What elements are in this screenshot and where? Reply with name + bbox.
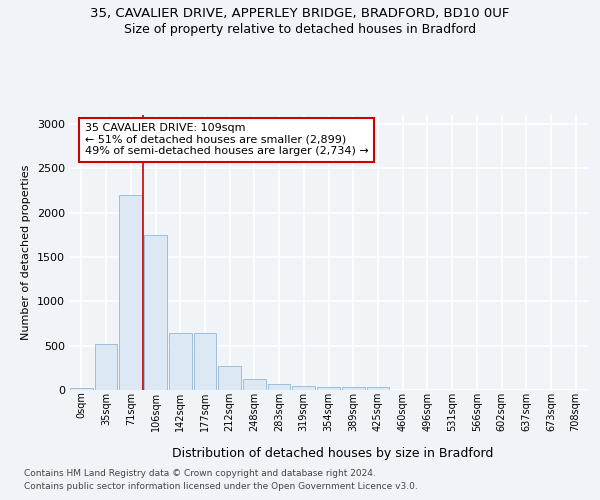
Text: 35 CAVALIER DRIVE: 109sqm
← 51% of detached houses are smaller (2,899)
49% of se: 35 CAVALIER DRIVE: 109sqm ← 51% of detac… [85,123,368,156]
Bar [144,235,167,390]
Text: Size of property relative to detached houses in Bradford: Size of property relative to detached ho… [124,22,476,36]
Bar [218,366,241,390]
Bar [194,333,216,390]
Text: Distribution of detached houses by size in Bradford: Distribution of detached houses by size … [172,448,494,460]
Text: Contains public sector information licensed under the Open Government Licence v3: Contains public sector information licen… [24,482,418,491]
Bar [342,388,365,390]
Bar [292,386,315,390]
Bar [317,388,340,390]
Bar [119,195,142,390]
Bar [367,388,389,390]
Text: 35, CAVALIER DRIVE, APPERLEY BRIDGE, BRADFORD, BD10 0UF: 35, CAVALIER DRIVE, APPERLEY BRIDGE, BRA… [91,8,509,20]
Bar [95,344,118,390]
Text: Contains HM Land Registry data © Crown copyright and database right 2024.: Contains HM Land Registry data © Crown c… [24,468,376,477]
Bar [169,333,191,390]
Bar [70,388,93,390]
Bar [268,384,290,390]
Bar [243,379,266,390]
Y-axis label: Number of detached properties: Number of detached properties [21,165,31,340]
